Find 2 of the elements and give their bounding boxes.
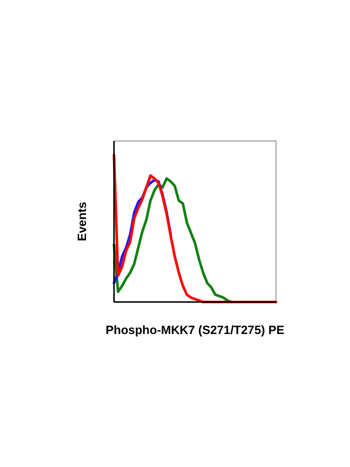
x-axis-title: Phospho-MKK7 (S271/T275) PE [106, 323, 284, 337]
y-axis-title: Events [75, 202, 89, 242]
